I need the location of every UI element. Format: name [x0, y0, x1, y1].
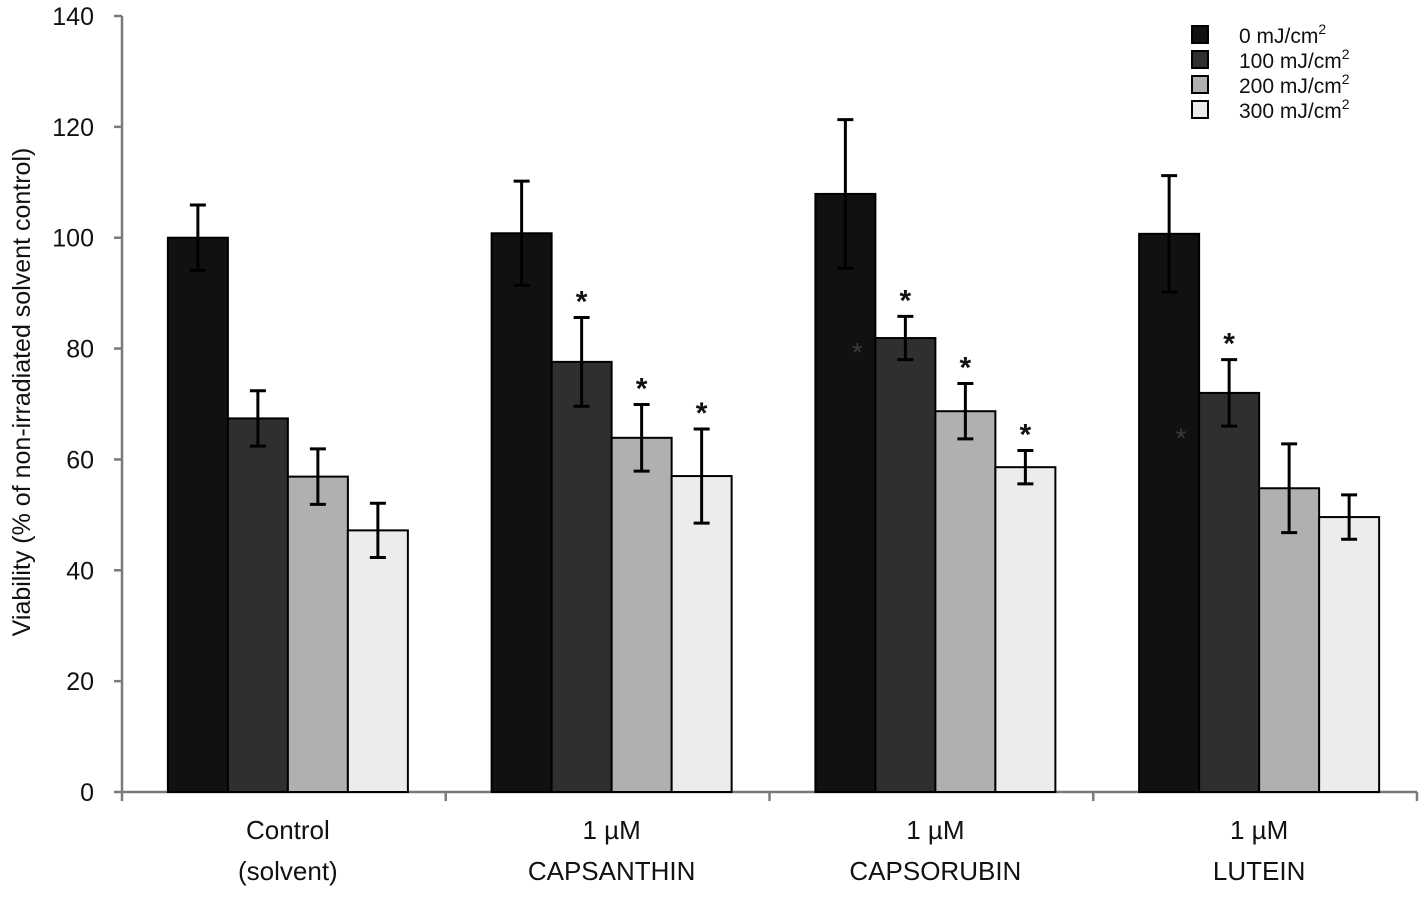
- bar: [1198, 391, 1261, 793]
- x-category-label: 1 µM: [906, 815, 964, 845]
- y-tick-label: 0: [80, 779, 94, 807]
- bar: [874, 337, 937, 793]
- significance-asterisk: *: [900, 284, 912, 317]
- y-tick-label: 40: [66, 557, 94, 585]
- faint-asterisk: *: [1176, 423, 1187, 454]
- significance-asterisk: *: [576, 286, 588, 319]
- bar: [490, 232, 553, 793]
- x-category-label: 1 µM: [582, 815, 640, 845]
- legend-swatch: [1191, 25, 1209, 44]
- x-category-sublabel: CAPSORUBIN: [849, 856, 1021, 886]
- x-axis: Control (solvent) 1 µM CAPSANTHIN 1 µM CAPSOR…: [120, 790, 1419, 886]
- x-category-sublabel: (solvent): [238, 856, 338, 886]
- bar: [610, 436, 673, 793]
- bar: [286, 475, 349, 793]
- bar: [1138, 232, 1201, 793]
- bar: [346, 529, 409, 793]
- legend-label: 300 mJ/cm2: [1239, 96, 1350, 123]
- legend-superscript: 2: [1342, 96, 1350, 112]
- bar: [994, 466, 1057, 793]
- y-axis: 0 20 40 60 80 100 120 140: [52, 3, 124, 807]
- x-category-sublabel: LUTEIN: [1213, 856, 1305, 886]
- y-tick-label: 140: [52, 3, 94, 31]
- legend-swatch: [1191, 50, 1209, 69]
- y-tick-label: 80: [66, 336, 94, 364]
- y-tick-label: 120: [52, 114, 94, 142]
- significance-asterisk: *: [1020, 419, 1032, 452]
- x-category-sublabel: CAPSANTHIN: [528, 856, 696, 886]
- y-tick-label: 100: [52, 225, 94, 253]
- y-tick-label: 60: [66, 446, 94, 474]
- faint-asterisk: *: [852, 337, 863, 368]
- error-bars: [189, 118, 1358, 560]
- bar: [934, 410, 997, 793]
- legend-swatch: [1191, 100, 1209, 119]
- bar: [166, 236, 229, 793]
- significance-asterisk: *: [696, 397, 708, 430]
- y-tick-label: 20: [66, 668, 94, 696]
- legend-label: 200 mJ/cm2: [1239, 71, 1350, 98]
- legend-label: 100 mJ/cm2: [1239, 46, 1350, 73]
- legend-label: 0 mJ/cm2: [1239, 21, 1326, 48]
- x-category-label: 1 µM: [1230, 815, 1288, 845]
- significance-markers: * * * * * * * * *: [576, 284, 1236, 453]
- x-category-label: Control: [246, 815, 330, 845]
- bar: [226, 417, 289, 793]
- significance-asterisk: *: [1223, 328, 1235, 361]
- legend-swatch: [1191, 75, 1209, 94]
- bars: [166, 192, 1381, 793]
- legend-superscript: 2: [1342, 46, 1350, 62]
- bar: [1318, 516, 1381, 793]
- significance-asterisk: *: [960, 351, 972, 384]
- bar: [550, 360, 613, 793]
- bar: [814, 192, 877, 793]
- legend-superscript: 2: [1342, 71, 1350, 87]
- legend-superscript: 2: [1318, 21, 1326, 37]
- y-axis-title: Viability (% of non-irradiated solvent c…: [8, 148, 36, 637]
- bar: [670, 475, 733, 793]
- significance-asterisk: *: [636, 373, 648, 406]
